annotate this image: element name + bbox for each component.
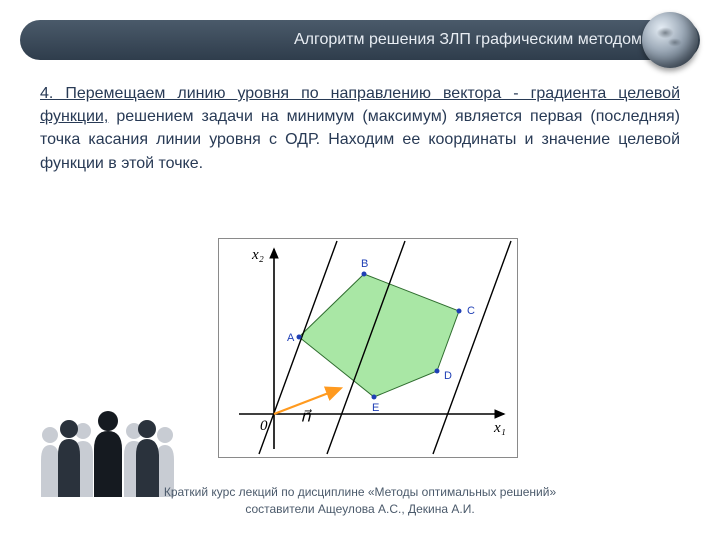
footer: Краткий курс лекций по дисциплине «Метод… xyxy=(0,484,720,518)
x2-label: x₂ xyxy=(251,247,264,263)
vertex-E xyxy=(372,395,377,400)
origin-label: 0 xyxy=(260,418,268,434)
globe-icon xyxy=(642,12,698,68)
vertex-label-B: B xyxy=(361,258,368,270)
vertex-B xyxy=(362,272,367,277)
title-bar: Алгоритм решения ЗЛП графическим методом xyxy=(20,20,700,60)
gradient-label: n⃗ xyxy=(301,409,313,426)
footer-line1: Краткий курс лекций по дисциплине «Метод… xyxy=(0,484,720,501)
slide-title: Алгоритм решения ЗЛП графическим методом xyxy=(294,31,642,49)
vertex-C xyxy=(457,309,462,314)
footer-line2: составители Ащеулова А.С., Декина А.И. xyxy=(0,501,720,518)
vertex-label-A: A xyxy=(287,332,295,344)
figure-svg: A B C D Ex₁ x₂ 0 n⃗ xyxy=(219,239,519,459)
vertex-D xyxy=(435,369,440,374)
body-paragraph: 4. Перемещаем линию уровня по направлени… xyxy=(40,82,680,175)
vertex-label-E: E xyxy=(372,402,379,414)
body-rest: решением задачи на минимум (максимум) яв… xyxy=(40,108,680,171)
x1-label: x₁ xyxy=(493,420,506,436)
vertex-A xyxy=(297,335,302,340)
feasible-region xyxy=(299,274,459,397)
figure: A B C D Ex₁ x₂ 0 n⃗ xyxy=(218,238,518,458)
vertex-label-C: C xyxy=(467,305,475,317)
vertex-label-D: D xyxy=(444,370,452,382)
